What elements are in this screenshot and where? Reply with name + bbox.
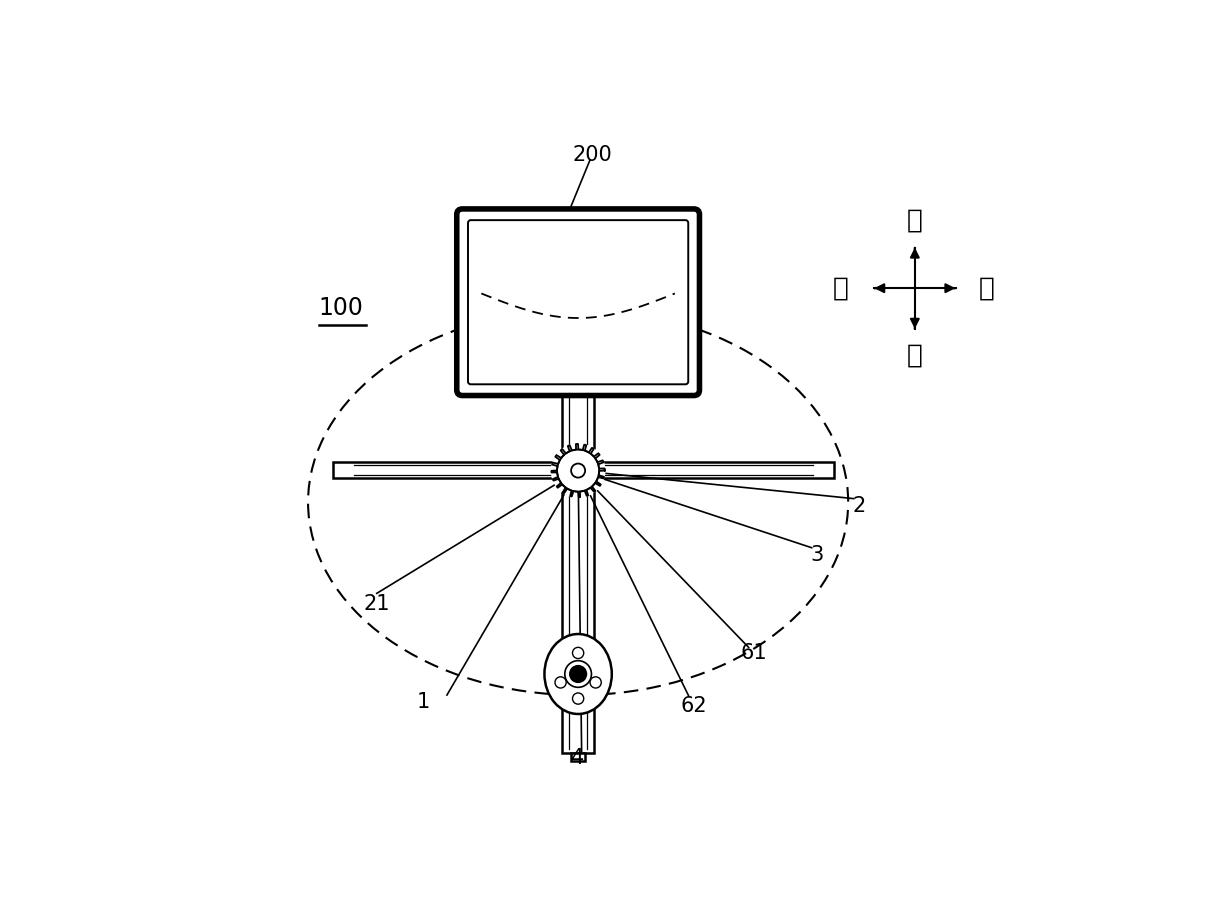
Circle shape — [555, 677, 566, 688]
Text: 左: 左 — [832, 275, 848, 302]
Text: 4: 4 — [572, 748, 584, 768]
Text: 上: 上 — [907, 208, 922, 234]
Circle shape — [590, 677, 601, 688]
Circle shape — [572, 648, 584, 659]
Text: 1: 1 — [417, 692, 431, 712]
Text: 3: 3 — [811, 545, 823, 565]
Circle shape — [551, 444, 605, 497]
Text: 62: 62 — [680, 696, 707, 715]
Circle shape — [571, 464, 585, 477]
Bar — [562, 394, 594, 752]
Bar — [571, 752, 585, 761]
Text: 下: 下 — [907, 343, 922, 369]
Text: 61: 61 — [740, 643, 767, 663]
Circle shape — [570, 665, 588, 683]
Ellipse shape — [544, 634, 612, 714]
Text: 100: 100 — [319, 296, 364, 320]
FancyBboxPatch shape — [456, 209, 700, 395]
Text: 21: 21 — [364, 594, 389, 614]
Text: 2: 2 — [852, 496, 865, 516]
Circle shape — [565, 660, 591, 687]
Text: 200: 200 — [572, 145, 612, 165]
Text: 右: 右 — [980, 275, 996, 302]
Circle shape — [572, 693, 584, 704]
Bar — [332, 462, 834, 478]
